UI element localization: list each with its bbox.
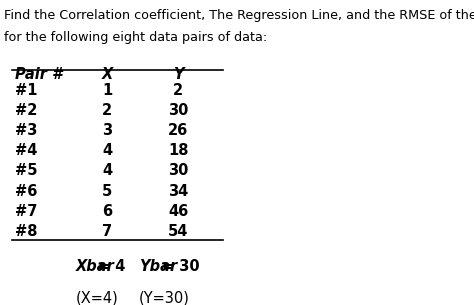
Text: = 4: = 4 bbox=[98, 259, 125, 274]
Text: (Y=30): (Y=30) bbox=[138, 290, 190, 305]
Text: 3: 3 bbox=[102, 124, 112, 138]
Text: #5: #5 bbox=[15, 163, 37, 178]
Text: (X=4): (X=4) bbox=[75, 290, 118, 305]
Text: #1: #1 bbox=[15, 83, 37, 98]
Text: for the following eight data pairs of data:: for the following eight data pairs of da… bbox=[4, 31, 267, 44]
Text: X: X bbox=[101, 67, 112, 82]
Text: #4: #4 bbox=[15, 143, 37, 158]
Text: Pair #: Pair # bbox=[15, 67, 62, 82]
Text: 7: 7 bbox=[102, 224, 112, 239]
Text: Xbar: Xbar bbox=[75, 259, 114, 274]
Text: 2: 2 bbox=[173, 83, 183, 98]
Text: 46: 46 bbox=[168, 203, 188, 219]
Text: 26: 26 bbox=[168, 124, 188, 138]
Text: #6: #6 bbox=[15, 184, 37, 199]
Text: 4: 4 bbox=[102, 143, 112, 158]
Text: 1: 1 bbox=[102, 83, 112, 98]
Text: 30: 30 bbox=[168, 163, 188, 178]
Text: #8: #8 bbox=[15, 224, 37, 239]
Text: 5: 5 bbox=[102, 184, 112, 199]
Text: 18: 18 bbox=[168, 143, 189, 158]
Text: #3: #3 bbox=[15, 124, 37, 138]
Text: Find the Correlation coefficient, The Regression Line, and the RMSE of the regre: Find the Correlation coefficient, The Re… bbox=[4, 9, 474, 22]
Text: Ybar: Ybar bbox=[138, 259, 177, 274]
Text: 2: 2 bbox=[102, 103, 112, 118]
Text: Y: Y bbox=[173, 67, 183, 82]
Text: #2: #2 bbox=[15, 103, 37, 118]
Text: 30: 30 bbox=[168, 103, 188, 118]
Text: 6: 6 bbox=[102, 203, 112, 219]
Text: 54: 54 bbox=[168, 224, 188, 239]
Text: #7: #7 bbox=[15, 203, 37, 219]
Text: 34: 34 bbox=[168, 184, 188, 199]
Text: = 30: = 30 bbox=[163, 259, 200, 274]
Text: 4: 4 bbox=[102, 163, 112, 178]
